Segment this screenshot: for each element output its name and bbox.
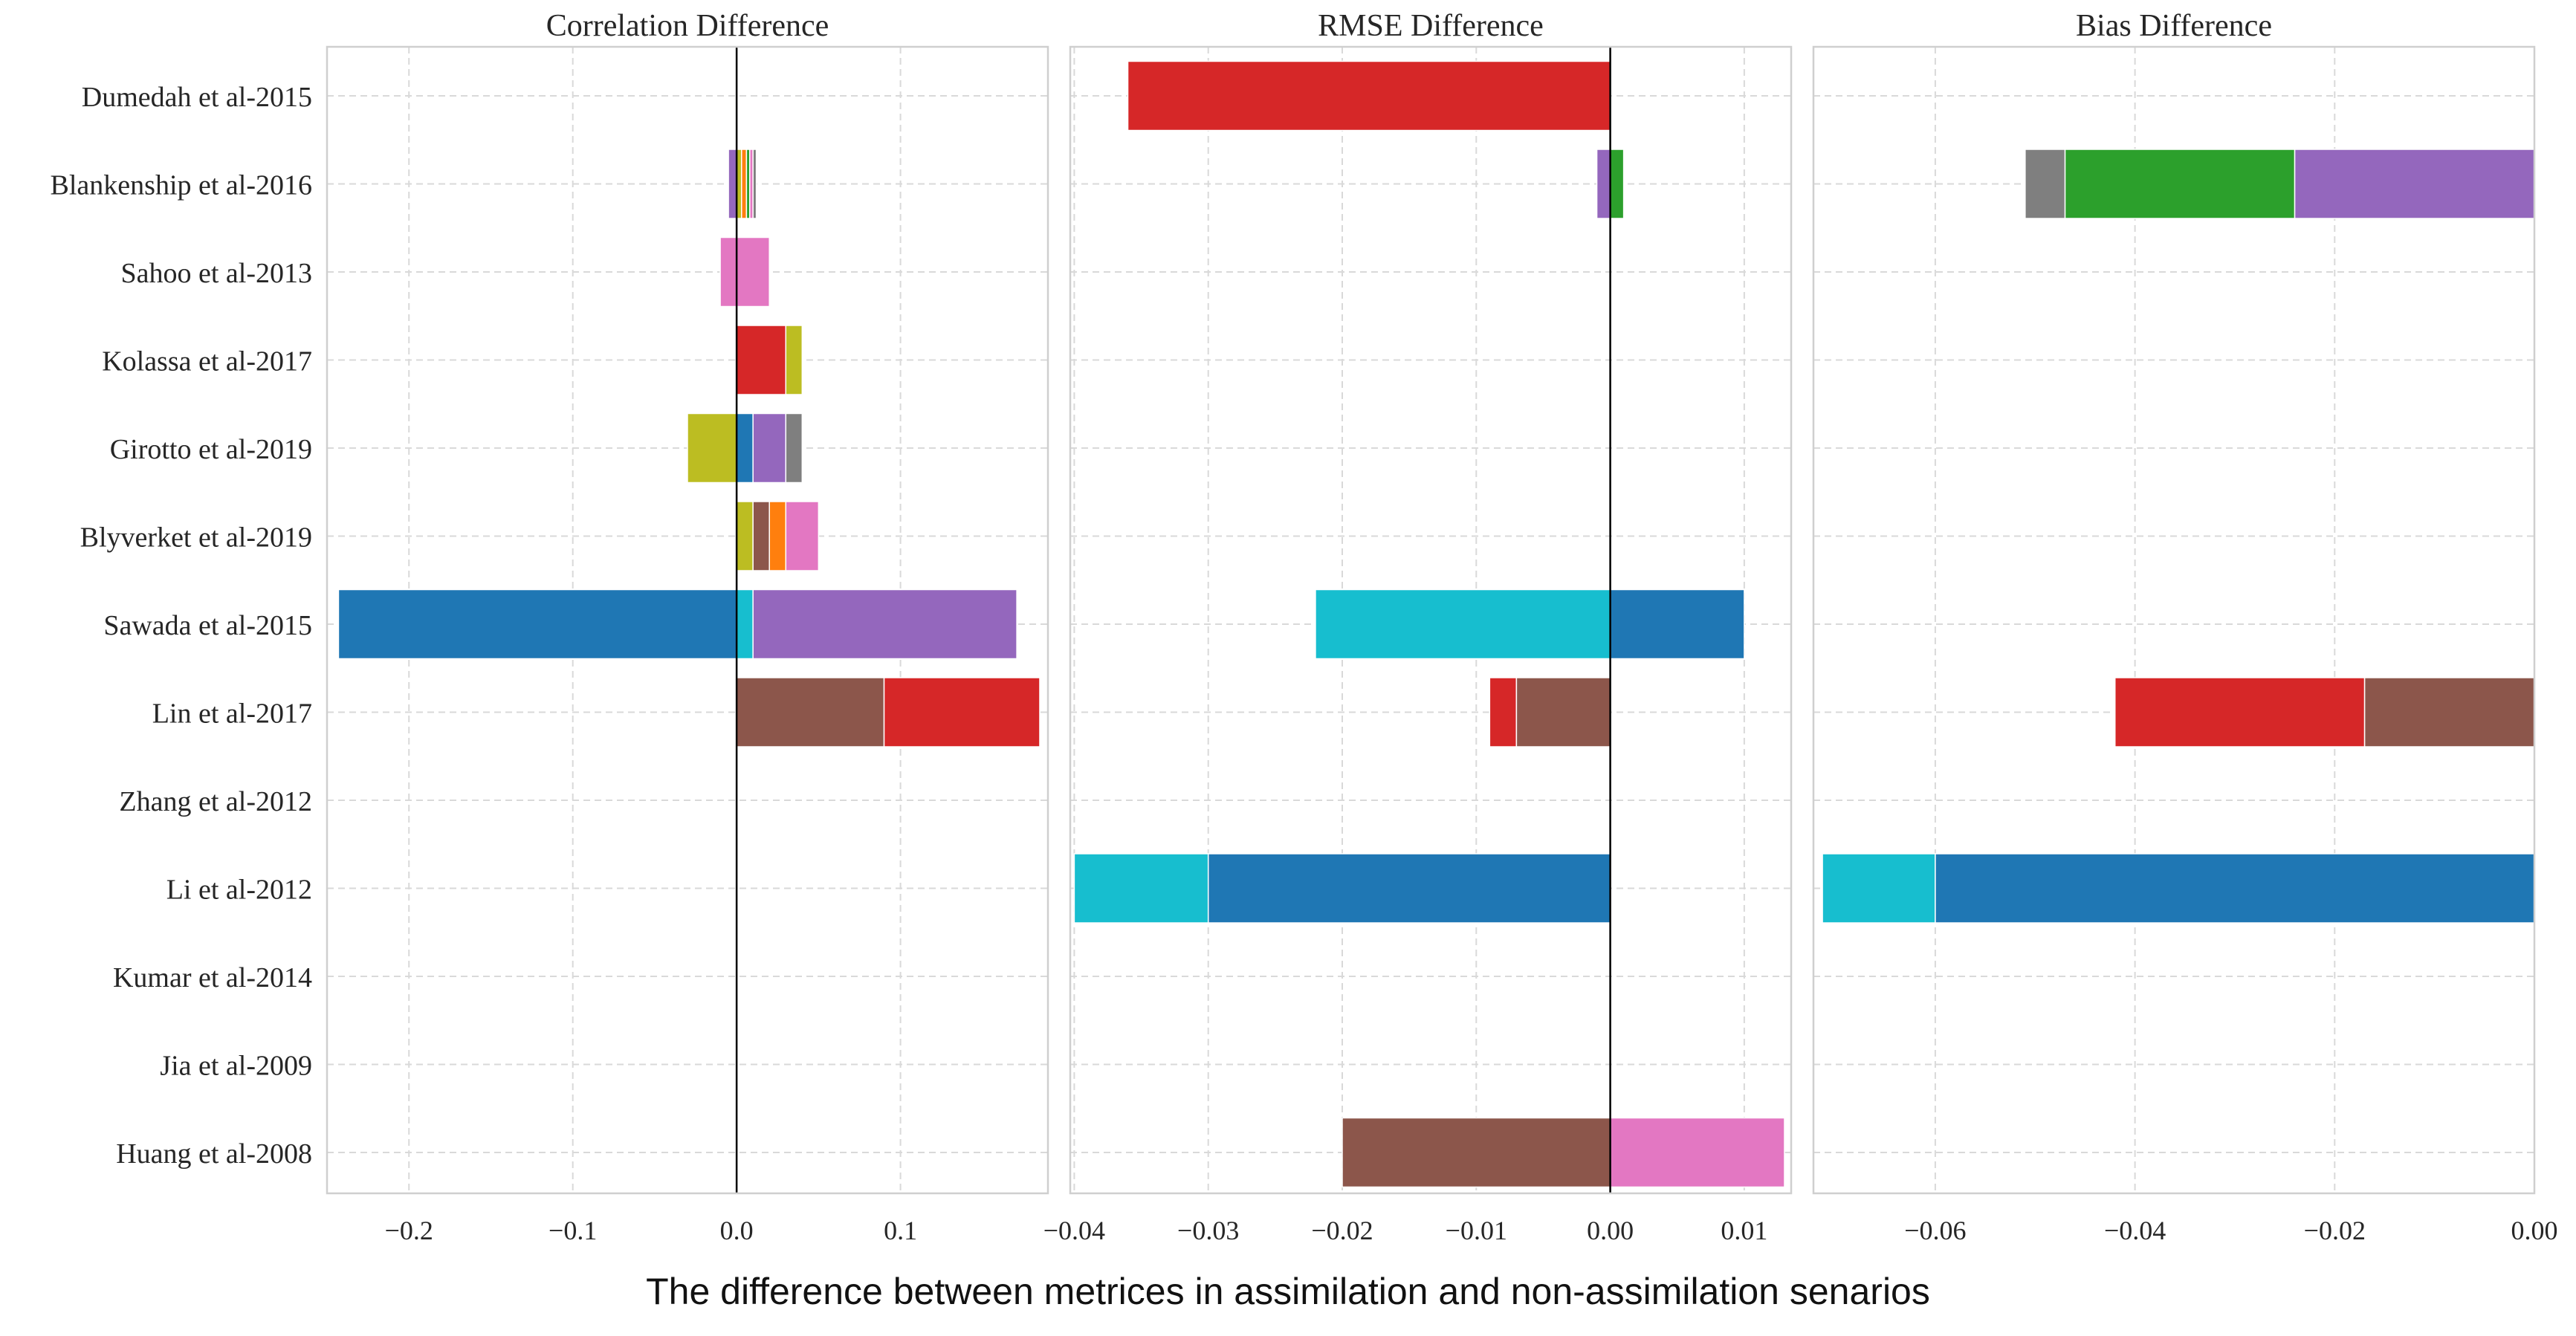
x-tick-label: −0.06	[1904, 1216, 1966, 1245]
bar-huang-et-al-2008-brown	[1342, 1117, 1611, 1188]
axes-frame	[1812, 45, 2536, 1195]
bar-blyverket-et-al-2019-pink	[785, 501, 820, 571]
panel-title: Correlation Difference	[546, 9, 829, 43]
bar-li-et-al-2012-cyan	[1073, 853, 1209, 924]
bar-sawada-et-al-2015-cyan	[1315, 588, 1611, 660]
y-tick-label-li-et-al-2012: Li et al-2012	[166, 875, 312, 906]
bar-kolassa-et-al-2017-olive	[785, 325, 803, 395]
bar-blankenship-et-al-2016-purple	[1596, 149, 1611, 219]
bar-sahoo-et-al-2013-pink	[719, 236, 770, 308]
x-tick-label: 0.01	[1721, 1216, 1767, 1245]
bar-lin-et-al-2017-brown	[2363, 677, 2535, 748]
axes-frame	[326, 45, 1049, 1195]
bar-li-et-al-2012-blue	[1935, 853, 2535, 924]
bar-girotto-et-al-2019-blue	[736, 412, 754, 484]
bar-lin-et-al-2017-brown	[736, 677, 885, 748]
x-tick-label: 0.00	[1587, 1216, 1634, 1245]
y-tick-label-lin-et-al-2017: Lin et al-2017	[152, 698, 312, 730]
x-tick-label: 0.1	[884, 1216, 917, 1245]
y-tick-label-dumedah-et-al-2015: Dumedah et al-2015	[82, 82, 312, 113]
x-tick-label: −0.04	[2104, 1216, 2166, 1245]
x-tick-label: −0.04	[1043, 1216, 1105, 1245]
x-tick-label: −0.03	[1177, 1216, 1239, 1245]
x-tick-label: −0.02	[1311, 1216, 1373, 1245]
y-tick-label-girotto-et-al-2019: Girotto et al-2019	[110, 434, 312, 465]
x-axis-label: The difference between metrices in assim…	[646, 1271, 1930, 1312]
bar-dumedah-et-al-2015-red	[1127, 60, 1611, 132]
bar-blyverket-et-al-2019-brown	[752, 501, 770, 571]
bar-blankenship-et-al-2016-green	[1609, 149, 1625, 219]
category-labels: Dumedah et al-2015 Blankenship et al-2016…	[51, 82, 312, 1170]
y-tick-label-kumar-et-al-2014: Kumar et al-2014	[113, 962, 312, 993]
x-tick-label: −0.2	[385, 1216, 433, 1245]
bar-sawada-et-al-2015-blue	[1609, 588, 1745, 660]
bar-blyverket-et-al-2019-orange	[768, 501, 787, 571]
y-tick-label-blankenship-et-al-2016: Blankenship et al-2016	[51, 170, 312, 201]
bar-girotto-et-al-2019-purple	[752, 412, 787, 484]
bar-sawada-et-al-2015-blue	[337, 588, 737, 660]
x-tick-label: 0.00	[2511, 1216, 2558, 1245]
bar-kolassa-et-al-2017-red	[736, 325, 787, 395]
bar-lin-et-al-2017-red	[1489, 677, 1518, 748]
plot-area	[1813, 47, 2534, 1193]
panel-bias-difference: −0.06 −0.04 −0.02 0.00 Bias Difference	[1812, 9, 2558, 1245]
bar-girotto-et-al-2019-olive	[687, 412, 737, 484]
y-tick-label-zhang-et-al-2012: Zhang et al-2012	[119, 786, 312, 817]
panel-title: Bias Difference	[2076, 9, 2272, 43]
bar-lin-et-al-2017-brown	[1515, 677, 1611, 748]
y-tick-label-sahoo-et-al-2013: Sahoo et al-2013	[120, 258, 312, 289]
y-tick-label-sawada-et-al-2015: Sawada et al-2015	[103, 610, 312, 641]
bar-sawada-et-al-2015-cyan	[736, 588, 754, 660]
bar-lin-et-al-2017-red	[883, 677, 1041, 748]
bar-blankenship-et-al-2016-green	[2064, 149, 2296, 219]
bar-girotto-et-al-2019-gray	[785, 412, 803, 484]
bar-blyverket-et-al-2019-olive	[736, 501, 754, 571]
y-tick-label-huang-et-al-2008: Huang et al-2008	[116, 1138, 312, 1170]
bar-blankenship-et-al-2016-gray	[752, 149, 757, 219]
panel-title: RMSE Difference	[1318, 9, 1544, 43]
axes-frame	[1069, 45, 1793, 1195]
bar-huang-et-al-2008-pink	[1609, 1117, 1785, 1188]
bar-li-et-al-2012-cyan	[1822, 853, 1936, 924]
x-tick-label: −0.01	[1446, 1216, 1507, 1245]
bar-blankenship-et-al-2016-purple	[2294, 149, 2535, 219]
x-tick-label: 0.0	[720, 1216, 754, 1245]
bar-lin-et-al-2017-red	[2114, 677, 2366, 748]
bar-li-et-al-2012-blue	[1207, 853, 1611, 924]
y-tick-label-jia-et-al-2009: Jia et al-2009	[160, 1051, 312, 1082]
y-tick-label-blyverket-et-al-2019: Blyverket et al-2019	[80, 522, 312, 554]
x-tick-label: −0.1	[548, 1216, 597, 1245]
panel-correlation-difference: −0.2 −0.1 0.0 0.1 Correlation Difference	[326, 9, 1049, 1245]
bar-blankenship-et-al-2016-orange	[741, 149, 748, 219]
bar-blankenship-et-al-2016-gray	[2025, 149, 2066, 219]
bar-blankenship-et-al-2016-purple	[728, 149, 737, 219]
y-tick-label-kolassa-et-al-2017: Kolassa et al-2017	[102, 346, 312, 377]
bar-sawada-et-al-2015-purple	[752, 588, 1017, 660]
panel-rmse-difference: −0.04 −0.03 −0.02 −0.01 0.00 0.01 RMSE Differe…	[1043, 9, 1793, 1245]
x-tick-label: −0.02	[2304, 1216, 2366, 1245]
